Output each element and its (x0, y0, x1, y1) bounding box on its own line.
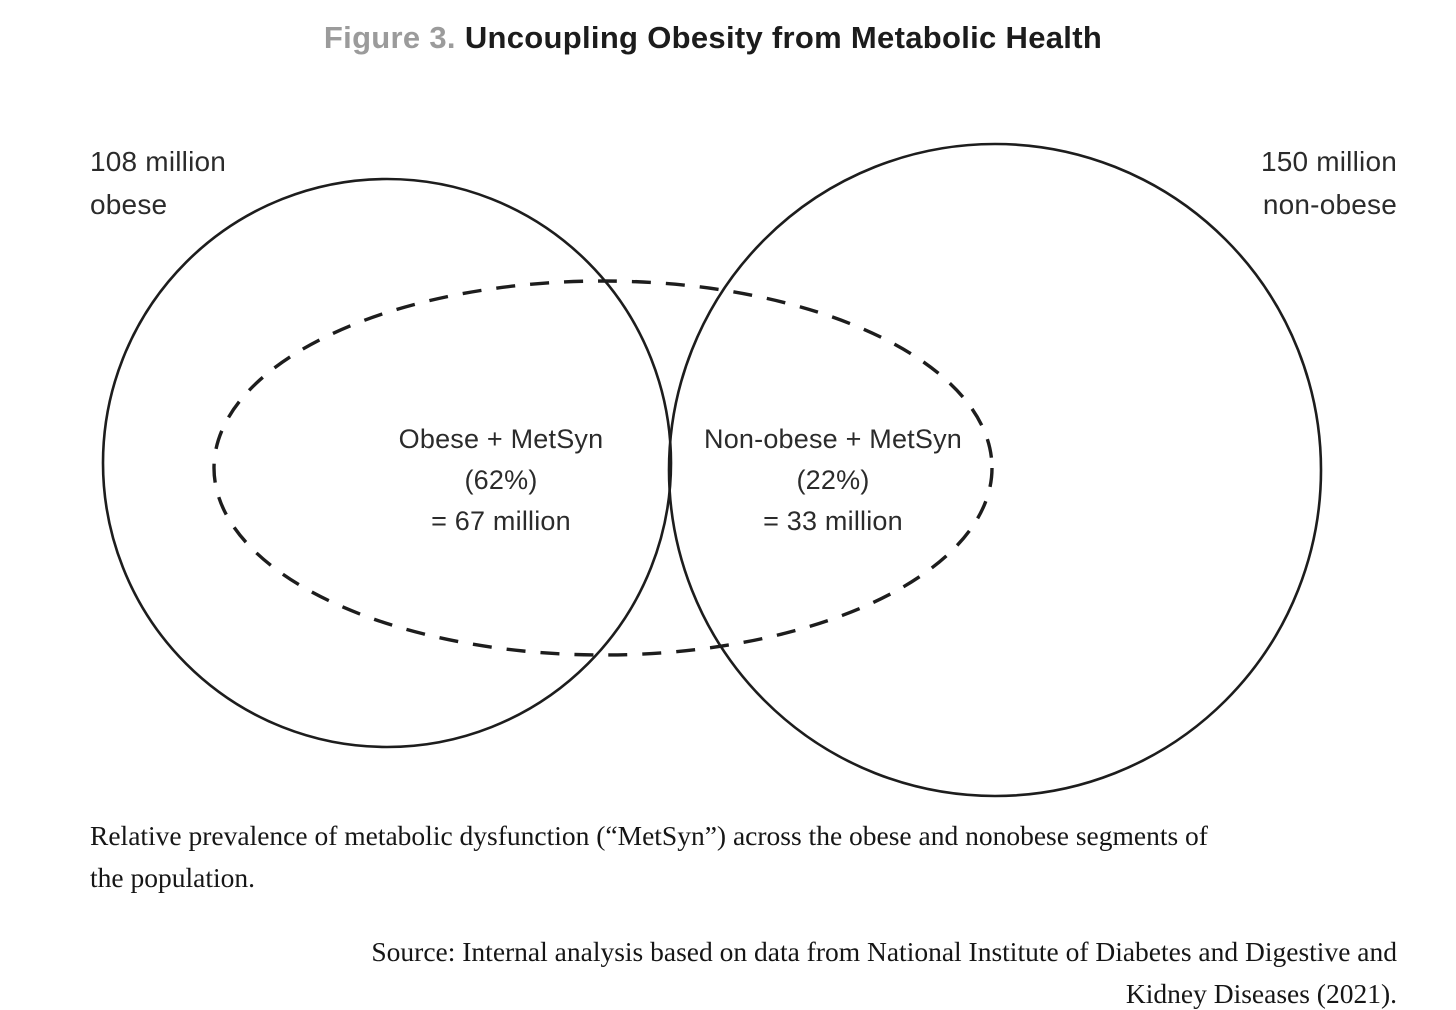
obese-population-count: 108 million (90, 146, 227, 177)
nonobese-metsyn-label: Non-obese + MetSyn (22%) = 33 million (704, 419, 962, 542)
obese-population-name: obese (90, 189, 168, 220)
figure-title: Figure 3. Uncoupling Obesity from Metabol… (0, 20, 1426, 56)
obese-circle (101, 177, 673, 749)
obese-metsyn-title: Obese + MetSyn (398, 424, 604, 454)
nonobese-population-label: 150 million non-obese (1261, 140, 1397, 226)
obese-metsyn-percent: (62%) (464, 465, 538, 495)
nonobese-metsyn-percent: (22%) (796, 465, 870, 495)
figure-title-text: Uncoupling Obesity from Metabolic Health (464, 20, 1103, 55)
obese-metsyn-count: = 67 million (431, 506, 571, 536)
caption-line-2: the population. (90, 862, 255, 893)
nonobese-circle (667, 142, 1323, 798)
figure-source: Source: Internal analysis based on data … (57, 931, 1397, 1010)
nonobese-population-count: 150 million (1260, 146, 1397, 177)
nonobese-metsyn-title: Non-obese + MetSyn (704, 424, 962, 454)
nonobese-population-name: non-obese (1262, 189, 1397, 220)
metsyn-dashed-ellipse (212, 279, 994, 657)
obese-metsyn-label: Obese + MetSyn (62%) = 67 million (399, 419, 604, 542)
source-line-2: Kidney Diseases (2021). (1125, 978, 1397, 1009)
figure-number-label: Figure 3. (323, 20, 456, 55)
caption-line-1: Relative prevalence of metabolic dysfunc… (90, 820, 1208, 851)
figure-caption: Relative prevalence of metabolic dysfunc… (90, 815, 1410, 899)
nonobese-metsyn-count: = 33 million (763, 506, 903, 536)
obese-population-label: 108 million obese (90, 140, 226, 226)
source-line-1: Source: Internal analysis based on data … (371, 936, 1397, 967)
